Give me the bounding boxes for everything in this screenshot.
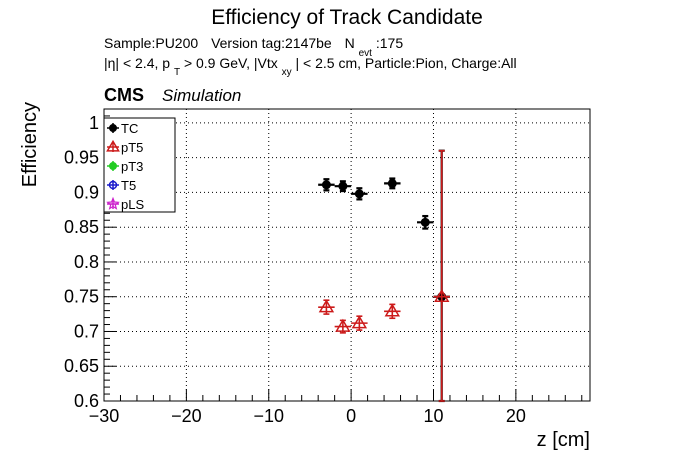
legend-marker xyxy=(109,162,117,170)
x-axis-label: z [cm] xyxy=(537,429,590,451)
pt-subscript: T xyxy=(174,67,180,78)
legend: TC pT5 pT3 T5 pLS xyxy=(103,117,176,213)
subtitle-line-1: Sample:PU200 Version tag:2147be N evt :1… xyxy=(104,35,403,59)
y-tick-label: 0.9 xyxy=(74,182,99,202)
x-tick-label: 10 xyxy=(423,406,443,426)
marker xyxy=(420,217,430,227)
legend-marker xyxy=(108,180,118,190)
nevt-symbol: N xyxy=(345,35,355,51)
marker xyxy=(318,299,335,313)
legend-item-pt5: pT5 xyxy=(106,139,143,155)
legend-label: pT3 xyxy=(121,159,143,174)
legend-item-tc: TC xyxy=(107,121,138,136)
data-point-tc xyxy=(318,178,335,192)
simulation-label: Simulation xyxy=(162,86,241,105)
marker xyxy=(384,303,401,317)
legend-label: T5 xyxy=(121,178,136,193)
legend-item-pt3: pT3 xyxy=(107,159,143,174)
marker xyxy=(434,288,450,302)
legend-marker xyxy=(109,124,117,132)
plot-frame xyxy=(103,108,591,402)
cut-eta-pt: |η| < 2.4, p xyxy=(104,55,170,71)
data-point-tc xyxy=(417,214,434,230)
marker xyxy=(335,318,351,332)
series-pt5 xyxy=(318,149,450,402)
grid-lines xyxy=(103,109,590,402)
y-axis-label: Efficiency xyxy=(19,102,41,187)
data-point-tc xyxy=(351,187,368,201)
data-point-pt5 xyxy=(433,149,450,402)
marker xyxy=(351,315,368,329)
cut-vtx-particle: | < 2.5 cm, Particle:Pion, Charge:All xyxy=(296,55,517,71)
vtx-subscript: xy xyxy=(282,67,292,78)
legend-marker xyxy=(106,196,120,210)
y-tick-label: 0.75 xyxy=(64,287,99,307)
x-tick-label: −10 xyxy=(253,406,284,426)
y-tick-label: 0.85 xyxy=(64,217,99,237)
data-point-tc xyxy=(334,180,352,193)
legend-label: TC xyxy=(121,121,138,136)
cut-pt-vtx: > 0.9 GeV, |Vtx xyxy=(184,55,278,71)
legend-label: pLS xyxy=(121,197,144,212)
y-tick-label: 0.6 xyxy=(74,391,99,411)
y-tick-label: 0.95 xyxy=(64,148,99,168)
marker xyxy=(387,178,397,188)
data-point-pt5 xyxy=(351,315,368,331)
marker xyxy=(321,180,331,190)
nevt-value: :175 xyxy=(376,35,403,51)
x-tick-label: −20 xyxy=(171,406,202,426)
axes: −30 −20 −10 0 10 20 0.6 0.65 0.7 0.75 0.8 0.85 0.9 0.… xyxy=(64,108,591,426)
series-tc xyxy=(318,149,450,403)
chart-title: Efficiency of Track Candidate xyxy=(211,6,483,29)
nevt-subscript: evt xyxy=(359,48,373,59)
version-tag-label: Version tag:2147be xyxy=(211,35,332,51)
sample-label: Sample:PU200 xyxy=(104,35,198,51)
legend-item-pls: pLS xyxy=(106,196,144,212)
x-tick-label: −30 xyxy=(89,406,120,426)
data-point-pt5 xyxy=(318,299,335,315)
subtitle-line-2: |η| < 2.4, p T > 0.9 GeV, |Vtx xy | < 2.… xyxy=(104,55,517,78)
y-tick-label: 1 xyxy=(89,113,99,133)
legend-label: pT5 xyxy=(121,140,143,155)
x-tick-label: 20 xyxy=(506,406,526,426)
y-tick-label: 0.8 xyxy=(74,252,99,272)
legend-item-t5: T5 xyxy=(107,178,136,193)
y-tick-label: 0.7 xyxy=(74,321,99,341)
data-point-pt5 xyxy=(384,303,401,320)
marker xyxy=(338,181,348,191)
legend-marker xyxy=(106,139,120,152)
data-points xyxy=(318,149,450,403)
cms-label: CMS xyxy=(104,85,144,105)
y-tick-label: 0.65 xyxy=(64,356,99,376)
data-point-tc xyxy=(384,177,401,190)
data-point-pt5 xyxy=(334,318,352,334)
x-tick-label: 0 xyxy=(346,406,356,426)
marker xyxy=(354,189,364,199)
